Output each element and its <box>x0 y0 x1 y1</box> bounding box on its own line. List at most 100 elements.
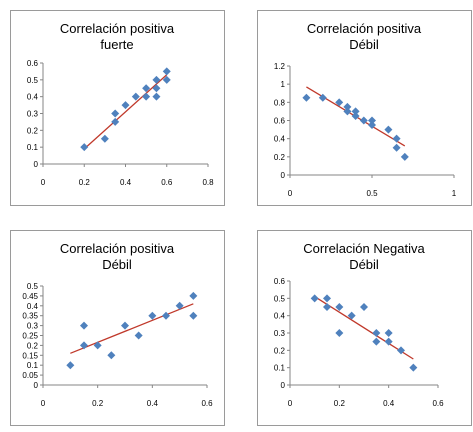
scatter-point <box>80 321 88 330</box>
x-tick-label: 0.4 <box>120 178 132 187</box>
scatter-point <box>409 363 418 372</box>
scatter-point <box>152 75 161 84</box>
y-tick-label: 0 <box>281 171 286 180</box>
x-tick-label: 0.2 <box>92 399 104 408</box>
scatter-point <box>93 341 102 350</box>
scatter-point <box>347 311 356 320</box>
y-tick-label: 1 <box>281 80 286 89</box>
scatter-point <box>372 337 381 346</box>
chart-title-line: Débil <box>349 37 379 52</box>
y-tick-label: 0.4 <box>274 135 286 144</box>
scatter-point <box>384 125 393 134</box>
trendline <box>70 303 194 354</box>
scatter-point <box>359 116 368 125</box>
scatter-point <box>400 152 409 161</box>
scatter-point <box>100 134 109 143</box>
chart-title-line: Correlación positiva <box>307 21 422 36</box>
y-tick-label: 0.5 <box>27 76 39 85</box>
scatter-point <box>392 143 401 152</box>
scatter-point <box>384 337 393 346</box>
chart-title-line: fuerte <box>100 37 133 52</box>
scatter-point <box>134 331 143 340</box>
chart-panel-2: Correlación positiva Débil 0 0.2 0.4 0.6 0.8 1 1… <box>257 10 472 206</box>
scatter-point <box>107 351 116 360</box>
scatter-point <box>80 341 88 350</box>
x-tick-label: 0.2 <box>334 399 346 408</box>
trendline <box>314 296 414 360</box>
scatter-point <box>372 329 381 337</box>
scatter-point <box>335 329 344 337</box>
scatter-point <box>175 301 184 310</box>
y-tick-label: 0.4 <box>274 312 286 321</box>
scatter-point <box>142 84 151 93</box>
y-tick-label: 0 <box>34 160 39 169</box>
y-tick-label: 0.35 <box>22 312 38 321</box>
x-tick-label: 0 <box>41 178 46 187</box>
trendline <box>83 74 168 150</box>
x-tick-label: 0.6 <box>432 399 444 408</box>
x-tick-label: 0 <box>288 399 293 408</box>
scatter-point <box>323 303 331 311</box>
chart-title-line: Correlación Negativa <box>303 241 425 256</box>
scatter-point <box>189 291 198 300</box>
scatter-point <box>310 294 319 303</box>
y-tick-label: 0 <box>281 381 286 390</box>
y-tick-label: 0.15 <box>22 351 38 360</box>
scatter-point <box>121 101 130 110</box>
scatter-point <box>384 329 393 337</box>
y-tick-label: 0.3 <box>27 322 39 331</box>
y-tick-label: 0.45 <box>22 292 38 301</box>
scatter-point <box>131 92 140 101</box>
y-tick-label: 1.2 <box>274 62 286 71</box>
x-tick-label: 0.4 <box>383 399 395 408</box>
x-tick-label: 0 <box>288 189 293 198</box>
scatter-point <box>397 346 405 355</box>
chart-title-line: Débil <box>102 257 132 272</box>
scatter-point <box>343 107 352 116</box>
x-tick-label: 0.5 <box>366 189 378 198</box>
y-tick-label: 0.6 <box>274 277 286 286</box>
scatter-point <box>343 102 352 111</box>
scatter-point <box>162 75 171 84</box>
scatter-point <box>142 92 151 101</box>
x-tick-label: 0.2 <box>79 178 91 187</box>
y-tick-label: 0.1 <box>27 143 39 152</box>
scatter-point <box>111 117 120 126</box>
chart-title-line: Débil <box>349 257 379 272</box>
scatter-point <box>121 321 129 330</box>
scatter-point <box>80 143 89 152</box>
x-tick-label: 0.6 <box>201 399 213 408</box>
scatter-point <box>162 67 171 76</box>
scatter-point <box>148 311 157 320</box>
scatter-point <box>335 303 344 311</box>
y-tick-label: 0.2 <box>27 126 39 135</box>
x-tick-label: 1 <box>452 189 457 198</box>
x-tick-label: 0.8 <box>202 178 214 187</box>
y-tick-label: 0.5 <box>27 282 39 291</box>
scatter-point <box>351 111 360 120</box>
scatter-point <box>111 109 120 118</box>
scatter-point <box>335 98 344 107</box>
x-tick-label: 0 <box>41 399 46 408</box>
y-tick-label: 0.05 <box>22 371 38 380</box>
chart-panel-4: Correlación Negativa Débil 0 0.1 0.2 0.3 0.4 0.… <box>257 230 472 426</box>
y-tick-label: 0.4 <box>27 93 39 102</box>
y-tick-label: 0.6 <box>27 59 39 68</box>
y-tick-label: 0.1 <box>27 361 39 370</box>
y-tick-label: 0.2 <box>274 153 286 162</box>
y-tick-label: 0.2 <box>274 346 286 355</box>
y-tick-label: 0.6 <box>274 117 286 126</box>
scatter-point <box>152 84 161 93</box>
scatter-point <box>360 303 368 311</box>
chart-title-line: Correlación positiva <box>60 241 175 256</box>
scatter-point <box>351 107 360 116</box>
chart-panel-1: Correlación positiva fuerte 0 0.1 0.2 0.3 0.4 0… <box>10 10 225 206</box>
y-tick-label: 0.5 <box>274 294 286 303</box>
scatter-point <box>152 92 161 101</box>
y-tick-label: 0.8 <box>274 98 286 107</box>
scatter-point <box>368 116 376 125</box>
y-tick-label: 0.1 <box>274 364 286 373</box>
